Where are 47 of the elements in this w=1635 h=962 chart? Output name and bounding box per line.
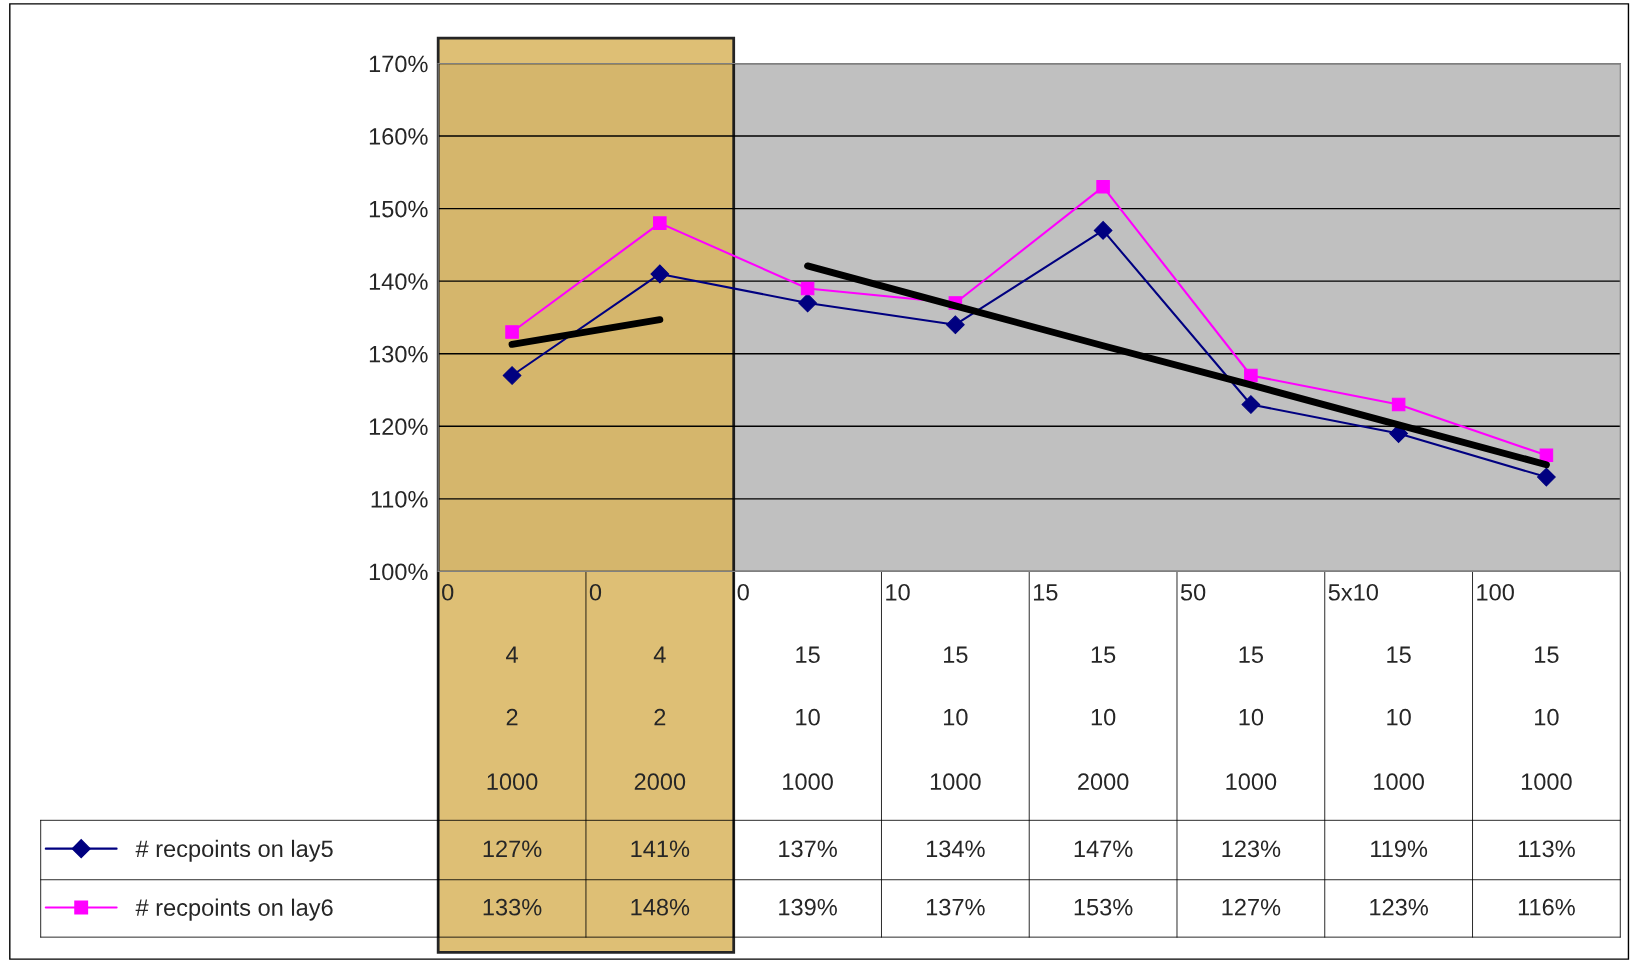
legend-label: # recpoints on lay5: [135, 839, 333, 862]
point: [1391, 397, 1406, 412]
data-label: 127%: [483, 840, 542, 858]
data-label: 123%: [1222, 840, 1281, 858]
y-tick-label: 170%: [369, 55, 428, 73]
point: [1096, 180, 1110, 194]
category-label: 5x10 15 10 1000: [1328, 583, 1424, 791]
category-label: 50 15 10 1000: [1180, 583, 1277, 791]
data-label: 147%: [1074, 840, 1133, 858]
point: [1537, 467, 1556, 487]
point: [1244, 368, 1258, 383]
point: [653, 216, 667, 230]
data-label: 127%: [1222, 898, 1281, 916]
data-label: 133%: [483, 898, 542, 916]
data-label: 153%: [1074, 898, 1133, 916]
y-tick-label: 160%: [369, 128, 428, 145]
point: [650, 264, 670, 284]
category-label: 100 15 10 1000: [1477, 583, 1572, 791]
category-label: 0 4 2 2000: [589, 583, 686, 791]
data-label: 134%: [926, 840, 985, 858]
data-label: 139%: [779, 898, 837, 916]
data-label: 123%: [1370, 898, 1428, 916]
point: [798, 293, 817, 313]
data-label: 137%: [926, 898, 985, 916]
data-label: 119%: [1371, 840, 1428, 858]
data-label: 148%: [631, 898, 690, 916]
category-label: 0 15 10 1000: [737, 583, 833, 791]
point: [505, 325, 519, 339]
point: [1093, 221, 1113, 240]
y-tick-label: 110%: [371, 490, 428, 508]
y-tick-label: 100%: [369, 563, 428, 581]
point: [800, 281, 815, 296]
y-tick-label: 120%: [369, 418, 428, 436]
category-label: 0 4 2 1000: [442, 583, 538, 791]
data-label: 137%: [779, 840, 837, 858]
y-tick-label: 130%: [369, 345, 428, 363]
point: [502, 366, 522, 385]
point: [945, 315, 965, 335]
legend-label: # recpoints on lay6: [135, 898, 333, 921]
data-label: 113%: [1518, 840, 1575, 858]
y-tick-label: 140%: [369, 273, 428, 290]
category-label: 15 15 10 2000: [1033, 584, 1129, 791]
y-tick-label: 150%: [369, 200, 428, 218]
category-label: 10 15 10 1000: [886, 583, 981, 791]
point: [1241, 395, 1261, 414]
data-label: 116%: [1518, 898, 1575, 916]
data-label: 141%: [631, 840, 690, 858]
